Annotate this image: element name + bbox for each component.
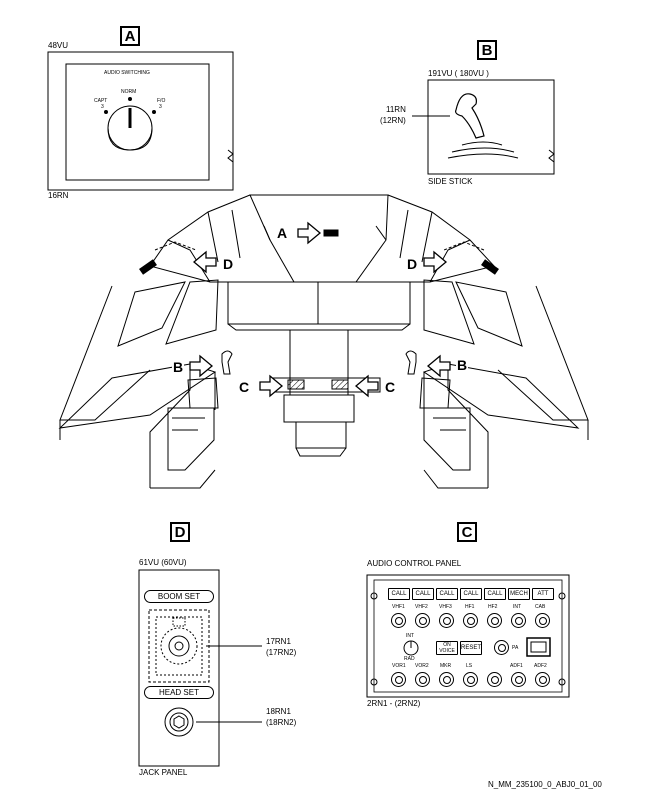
row1-label-int: INT: [513, 604, 522, 610]
arrow-label-d-left: D: [222, 256, 235, 272]
panel-a-ref: 16RN: [48, 191, 69, 200]
row1-label-hf2: HF2: [488, 604, 498, 610]
arrow-label-b-right: B: [456, 357, 469, 373]
audio-switching-panel: [47, 51, 234, 191]
arrow-label-b-left: B: [172, 359, 185, 375]
reset-key: RESET: [460, 641, 482, 655]
call-key-5: CALL: [484, 588, 506, 600]
pa-label: PA: [512, 645, 519, 651]
panel-b-ref2: (12RN): [380, 116, 406, 125]
row3-label-adf2: ADF2: [534, 663, 547, 669]
cab-knob: [535, 613, 550, 628]
row3-label-mkr: MKR: [440, 663, 452, 669]
row1-label-vhf2: VHF2: [415, 604, 428, 610]
arrow-d-left: [192, 250, 217, 274]
spare-knob: [487, 672, 502, 687]
att-key: ATT: [532, 588, 554, 600]
row1-label-vhf3: VHF3: [439, 604, 452, 610]
mech-key: MECH: [508, 588, 530, 600]
adf2-knob: [535, 672, 550, 687]
callout-box-a: A: [120, 26, 140, 46]
panel-a-norm: NORM: [121, 89, 137, 95]
panel-a-fo-num: 3: [159, 104, 162, 110]
arrow-label-d-right: D: [406, 256, 419, 272]
call-key-4: CALL: [460, 588, 482, 600]
row1-label-cab: CAB: [535, 604, 546, 610]
side-stick-panel: [412, 79, 555, 175]
audio-control-panel: [366, 574, 570, 698]
call-key-2: CALL: [412, 588, 434, 600]
int-rad-rad-label: RAD: [404, 656, 415, 662]
panel-d-ref2a: 18RN1: [266, 707, 291, 716]
panel-d-ref1b: (17RN2): [266, 648, 297, 657]
panel-d-ref1a: 17RN1: [266, 637, 291, 646]
call-key-3: CALL: [436, 588, 458, 600]
boom-set-label: BOOM SET: [144, 590, 214, 603]
adf1-knob: [511, 672, 526, 687]
hf2-knob: [487, 613, 502, 628]
vhf1-knob: [391, 613, 406, 628]
jack-panel: [138, 569, 262, 767]
mkr-knob: [439, 672, 454, 687]
vhf2-knob: [415, 613, 430, 628]
panel-a-fo: F/O: [157, 98, 166, 104]
panel-b-vu: 191VU ( 180VU ): [428, 69, 489, 78]
panel-a-capt: CAPT: [94, 98, 108, 104]
row3-label-vor1: VOR1: [392, 663, 406, 669]
arrow-b-left: [189, 354, 214, 378]
panel-c-caption: AUDIO CONTROL PANEL: [367, 559, 462, 568]
panel-d-caption: JACK PANEL: [139, 768, 188, 777]
hf1-knob: [463, 613, 478, 628]
ls-knob: [463, 672, 478, 687]
panel-a-vu: 48VU: [48, 41, 69, 50]
arrow-a: [297, 221, 322, 245]
panel-c-ref: 2RN1 - (2RN2): [367, 699, 421, 708]
callout-box-b: B: [477, 40, 497, 60]
row3-label-adf1: ADF1: [510, 663, 523, 669]
int-knob: [511, 613, 526, 628]
arrow-c-left: [259, 374, 284, 398]
row1-label-vhf1: VHF1: [392, 604, 405, 610]
arrow-d-right: [423, 250, 448, 274]
panel-b-ref1: 11RN: [386, 105, 406, 114]
footer-ref: N_MM_235100_0_ABJ0_01_00: [488, 780, 602, 789]
vor1-knob: [391, 672, 406, 687]
panel-a-capt-num: 3: [101, 104, 104, 110]
callout-box-d: D: [170, 522, 190, 542]
row3-label-ls: LS: [466, 663, 473, 669]
pa-knob: [494, 640, 509, 655]
int-rad-int-label: INT: [406, 633, 415, 639]
voice-key: ON VOICE: [436, 641, 458, 655]
row1-label-hf1: HF1: [465, 604, 475, 610]
cockpit-view: [58, 194, 589, 489]
arrow-c-right: [354, 374, 379, 398]
row3-label-vor2: VOR2: [415, 663, 429, 669]
head-set-label: HEAD SET: [144, 686, 214, 699]
arrow-label-c-left: C: [238, 379, 251, 395]
vor2-knob: [415, 672, 430, 687]
arrow-b-right: [426, 354, 451, 378]
vhf3-knob: [439, 613, 454, 628]
panel-d-vu: 61VU (60VU): [139, 558, 187, 567]
panel-b-caption: SIDE STICK: [428, 177, 473, 186]
call-key-1: CALL: [388, 588, 410, 600]
callout-box-c: C: [457, 522, 477, 542]
arrow-label-a: A: [276, 225, 289, 241]
arrow-label-c-right: C: [384, 379, 397, 395]
panel-d-ref2b: (18RN2): [266, 718, 297, 727]
panel-a-title: AUDIO SWITCHING: [104, 70, 150, 76]
callout-arrows: [189, 221, 451, 398]
